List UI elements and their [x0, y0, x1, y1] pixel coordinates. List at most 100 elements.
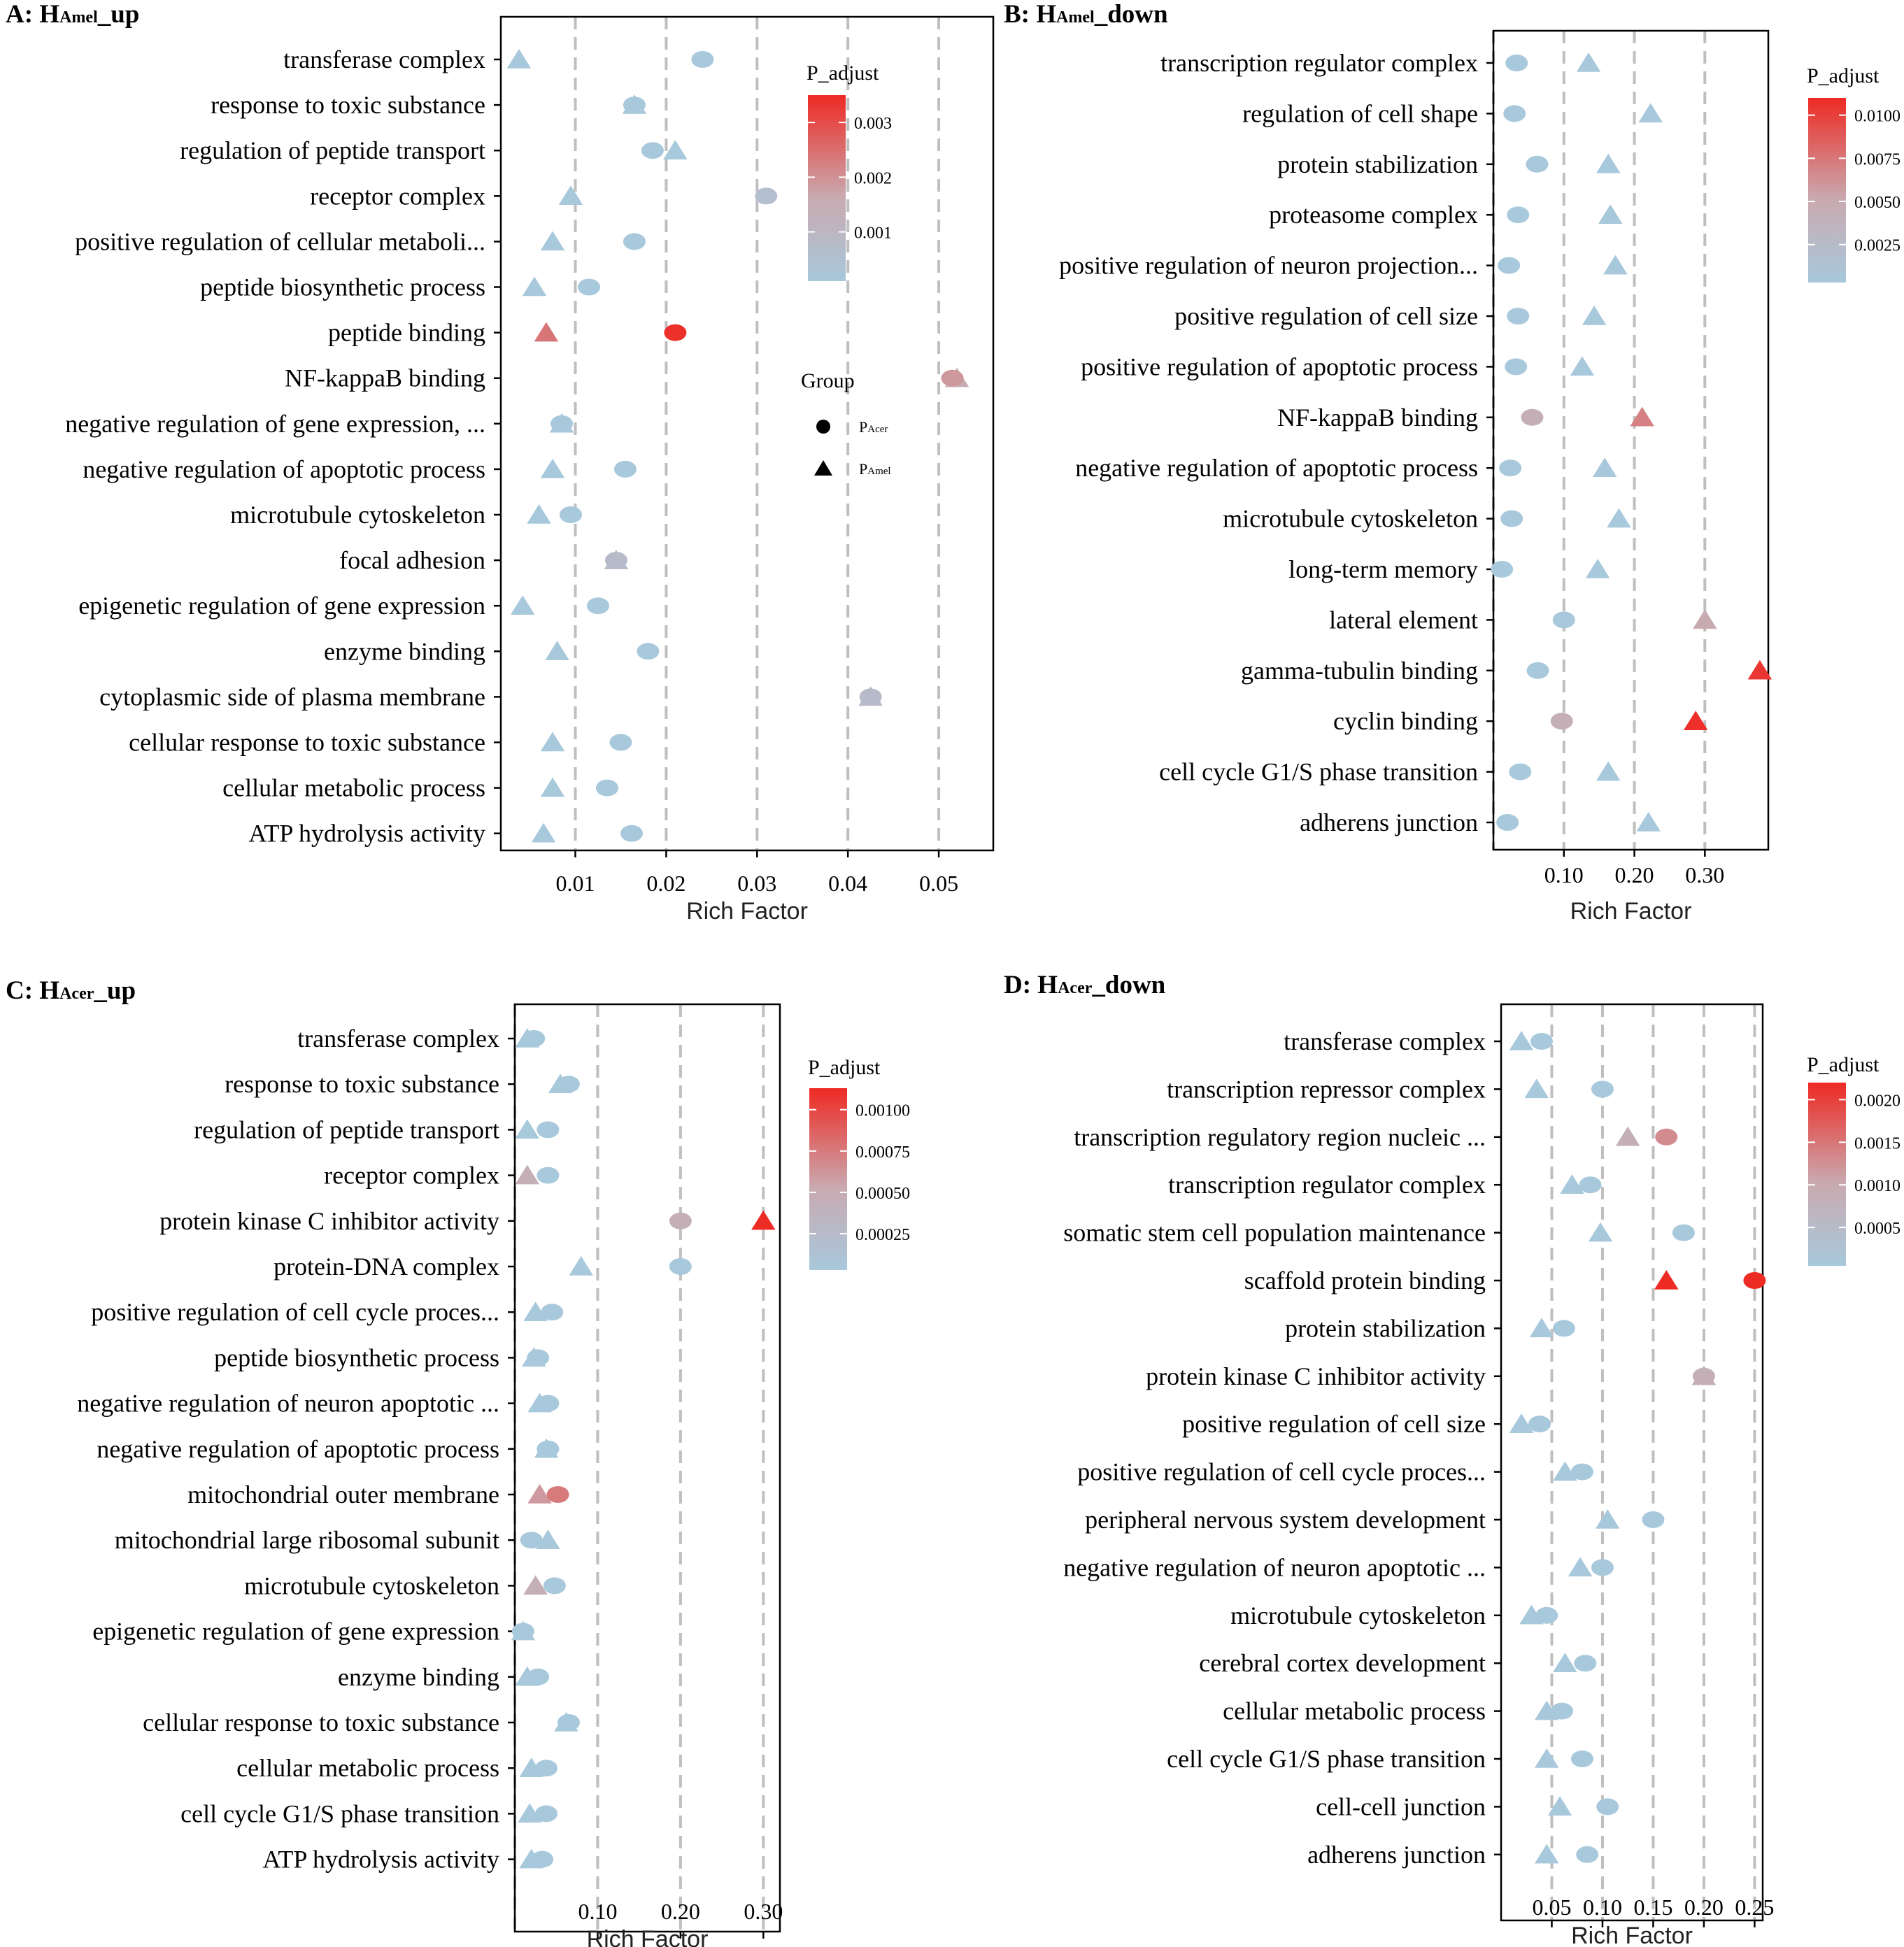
point-amel: [1582, 306, 1607, 325]
category-label: cell cycle G1/S phase transition: [1167, 1745, 1486, 1773]
point-amel: [518, 1803, 542, 1823]
point-amel: [663, 140, 688, 159]
point-acer: [1655, 1128, 1678, 1146]
x-tick-label: 0.04: [828, 871, 867, 896]
category-label: negative regulation of neuron apoptotic …: [1063, 1553, 1486, 1581]
color-legend-label: 0.001: [854, 224, 892, 243]
x-tick-label: 0.20: [1684, 1895, 1724, 1920]
point-amel: [1595, 1509, 1620, 1529]
point-amel: [1570, 356, 1595, 376]
category-label: epigenetic regulation of gene expression: [92, 1618, 499, 1646]
point-acer: [637, 643, 660, 660]
color-legend-title: P_adjust: [808, 1056, 881, 1079]
category-label: response to toxic substance: [225, 1070, 499, 1098]
point-acer: [535, 1760, 558, 1777]
color-legend-label: 0.00075: [855, 1143, 910, 1162]
color-legend-label: 0.002: [854, 169, 892, 187]
point-amel: [522, 276, 547, 297]
point-acer: [527, 1349, 550, 1367]
point-acer: [1505, 358, 1528, 376]
category-label: positive regulation of neuron projection…: [1059, 252, 1478, 280]
x-tick-label: 0.20: [1615, 862, 1654, 887]
x-axis-label: Rich Factor: [587, 1926, 709, 1947]
point-amel: [1588, 1222, 1613, 1242]
category-label: adherens junction: [1300, 808, 1478, 836]
point-acer: [1692, 1367, 1715, 1385]
point-amel: [1615, 1126, 1640, 1146]
category-label: regulation of peptide transport: [194, 1115, 499, 1143]
point-acer: [1526, 155, 1549, 173]
panel-title-suffix: _down: [1094, 0, 1168, 29]
point-acer: [1509, 763, 1532, 780]
panel-title-suffix: _down: [1091, 971, 1165, 999]
point-acer: [520, 1532, 543, 1549]
point-acer: [527, 1668, 550, 1685]
color-legend-title: P_adjust: [1807, 64, 1880, 87]
category-label: positive regulation of cellular metaboli…: [75, 227, 485, 255]
category-label: ATP hydrolysis activity: [248, 820, 485, 848]
category-label: protein stabilization: [1285, 1314, 1486, 1342]
point-amel: [569, 1256, 593, 1276]
category-label: microtubule cytoskeleton: [230, 501, 485, 529]
category-label: transcription regulator complex: [1160, 49, 1478, 77]
category-label: NF-kappaB binding: [1277, 404, 1478, 432]
color-legend-label: 0.00025: [855, 1226, 910, 1244]
color-legend-label: 0.0015: [1854, 1134, 1901, 1153]
point-amel: [540, 458, 565, 478]
color-legend-bar: [808, 95, 846, 281]
legend-circle-icon: [816, 420, 830, 434]
x-tick-label: 0.30: [744, 1899, 783, 1924]
point-acer: [1550, 713, 1573, 730]
x-tick-label: 0.02: [646, 871, 685, 896]
point-acer: [557, 1076, 580, 1093]
point-acer: [1591, 1559, 1614, 1576]
category-label: regulation of peptide transport: [180, 136, 485, 164]
panel-B: B: HAmel_down transcription regulator com…: [1004, 0, 1901, 925]
point-acer: [1535, 1606, 1558, 1624]
point-acer: [557, 1714, 580, 1731]
point-acer: [620, 825, 644, 842]
category-label: focal adhesion: [339, 546, 485, 574]
point-acer: [546, 1486, 569, 1503]
category-label: microtubule cytoskeleton: [1230, 1602, 1486, 1629]
x-axis-label: Rich Factor: [686, 898, 808, 925]
panel-D: D: HAcer_down transferase complex transcri…: [1004, 971, 1901, 1947]
category-label: transcription regulatory region nucleic …: [1074, 1123, 1486, 1151]
point-acer: [604, 552, 627, 569]
point-acer: [623, 97, 646, 114]
category-label: negative regulation of gene expression, …: [65, 410, 485, 438]
point-acer: [1596, 1798, 1619, 1816]
point-amel: [1630, 406, 1654, 427]
point-acer: [1498, 257, 1521, 274]
category-label: transcription regulator complex: [1168, 1171, 1486, 1199]
point-amel: [1654, 1270, 1679, 1290]
panel-title-subscript: Amel: [59, 8, 98, 27]
point-acer: [755, 187, 778, 205]
category-label: transferase complex: [1284, 1027, 1486, 1055]
category-label: peptide biosynthetic process: [200, 273, 485, 301]
point-acer: [1491, 561, 1514, 578]
category-label: enzyme binding: [324, 637, 485, 665]
panel-title: C: HAcer_up: [6, 976, 136, 1005]
point-acer: [531, 1850, 554, 1868]
category-label: response to toxic substance: [211, 91, 485, 119]
point-acer: [1526, 662, 1549, 679]
panel-title-suffix: _up: [97, 0, 140, 29]
color-legend-label: 0.0010: [1854, 1177, 1901, 1195]
category-label: microtubule cytoskeleton: [244, 1571, 499, 1599]
category-label: cell cycle G1/S phase transition: [180, 1799, 499, 1827]
category-label: cell-cell junction: [1316, 1792, 1486, 1820]
color-legend-label: 0.0005: [1854, 1220, 1901, 1238]
x-tick-label: 0.15: [1633, 1895, 1672, 1920]
category-label: enzyme binding: [338, 1663, 499, 1691]
panel-title: B: HAmel_down: [1004, 0, 1168, 29]
color-legend-label: 0.0050: [1854, 194, 1901, 212]
point-amel: [1547, 1796, 1572, 1816]
panel-title-subscript: Acer: [1058, 979, 1093, 997]
shape-legend-label-sub: Amel: [867, 466, 890, 477]
x-tick-label: 0.10: [1583, 1895, 1622, 1920]
point-acer: [941, 369, 964, 387]
category-label: peptide binding: [328, 319, 485, 347]
x-tick-label: 0.25: [1735, 1895, 1774, 1920]
category-label: negative regulation of apoptotic process: [97, 1435, 499, 1463]
